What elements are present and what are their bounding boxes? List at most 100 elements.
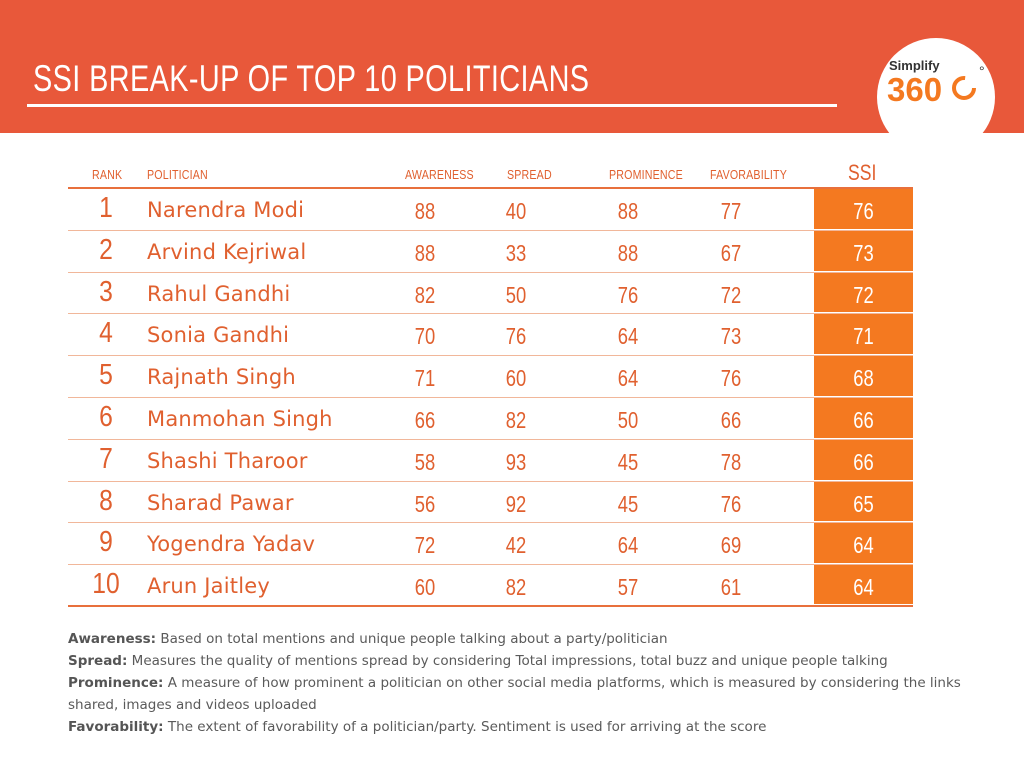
table-row: 3 Rahul Gandhi 82 50 76 72 72 [68,273,913,315]
note-term: Spread: [68,653,127,669]
ssi-value-cell: 72 [824,282,903,309]
spread-cell: 42 [484,532,548,559]
rank-cell: 6 [74,401,139,434]
page-title: SSI BREAK-UP OF TOP 10 POLITICIANS [33,58,589,100]
ssi-value-cell: 68 [824,365,903,392]
favorability-cell: 77 [699,198,763,225]
rank-cell: 5 [74,359,139,392]
prominence-cell: 64 [596,323,660,350]
awareness-cell: 71 [393,365,457,392]
table-row: 10 Arun Jaitley 60 82 57 61 64 [68,565,913,607]
rank-cell: 7 [74,443,139,476]
rank-cell: 4 [74,317,139,350]
note-spread: Spread: Measures the quality of mentions… [68,650,998,672]
logo-degree: ° [979,63,985,79]
spread-cell: 40 [484,198,548,225]
politician-name-cell: Manmohan Singh [147,407,333,431]
note-term: Prominence: [68,675,163,691]
table-header: RANK POLITICIAN AWARENESS SPREAD PROMINE… [68,153,913,189]
prominence-cell: 64 [596,365,660,392]
prominence-cell: 45 [596,491,660,518]
prominence-cell: 45 [596,449,660,476]
table-row: 4 Sonia Gandhi 70 76 64 73 71 [68,314,913,356]
table-row: 5 Rajnath Singh 71 60 64 76 68 [68,356,913,398]
favorability-cell: 76 [699,365,763,392]
ssi-value-cell: 66 [824,407,903,434]
prominence-cell: 57 [596,574,660,601]
favorability-cell: 67 [699,240,763,267]
logo-ring-icon [954,78,974,98]
politician-name-cell: Rahul Gandhi [147,282,290,306]
awareness-cell: 88 [393,198,457,225]
header-rank: RANK [92,167,122,182]
ssi-value-cell: 64 [824,532,903,559]
spread-cell: 33 [484,240,548,267]
ssi-value-cell: 73 [824,240,903,267]
prominence-cell: 50 [596,407,660,434]
header-ssi: SSI [848,160,876,186]
header-prominence: PROMINENCE [609,167,683,182]
simplify360-logo: Simplify 360 ° [877,38,995,130]
favorability-cell: 72 [699,282,763,309]
politician-name-cell: Rajnath Singh [147,365,296,389]
table-row: 2 Arvind Kejriwal 88 33 88 67 73 [68,231,913,273]
logo-mark: Simplify 360 ° [877,38,995,130]
ssi-value-cell: 71 [824,323,903,350]
header-favorability: FAVORABILITY [710,167,787,182]
prominence-cell: 88 [596,240,660,267]
note-text: The extent of favorability of a politici… [164,719,767,735]
favorability-cell: 66 [699,407,763,434]
politician-name-cell: Yogendra Yadav [147,532,315,556]
politician-name-cell: Arvind Kejriwal [147,240,306,264]
title-underline [27,104,837,107]
logo-text-360: 360 [887,71,942,108]
awareness-cell: 58 [393,449,457,476]
prominence-cell: 76 [596,282,660,309]
definitions-footnotes: Awareness: Based on total mentions and u… [68,628,998,738]
awareness-cell: 88 [393,240,457,267]
awareness-cell: 66 [393,407,457,434]
note-text: Based on total mentions and unique peopl… [156,631,668,647]
table-body: 1 Narendra Modi 88 40 88 77 76 2 Arvind Kejriwal… [68,189,913,607]
ssi-value-cell: 76 [824,198,903,225]
politician-name-cell: Sonia Gandhi [147,323,289,347]
ssi-value-cell: 66 [824,449,903,476]
header-spread: SPREAD [507,167,552,182]
table-row: 1 Narendra Modi 88 40 88 77 76 [68,189,913,231]
spread-cell: 82 [484,407,548,434]
spread-cell: 93 [484,449,548,476]
title-banner: SSI BREAK-UP OF TOP 10 POLITICIANS [0,0,1024,133]
prominence-cell: 88 [596,198,660,225]
prominence-cell: 64 [596,532,660,559]
ssi-value-cell: 65 [824,491,903,518]
awareness-cell: 56 [393,491,457,518]
awareness-cell: 82 [393,282,457,309]
table-row: 9 Yogendra Yadav 72 42 64 69 64 [68,523,913,565]
awareness-cell: 60 [393,574,457,601]
note-term: Awareness: [68,631,156,647]
politician-name-cell: Arun Jaitley [147,574,270,598]
favorability-cell: 78 [699,449,763,476]
note-favorability: Favorability: The extent of favorability… [68,716,998,738]
rank-cell: 10 [74,568,139,601]
header-awareness: AWARENESS [405,167,474,182]
rank-cell: 2 [74,234,139,267]
rank-cell: 3 [74,276,139,309]
favorability-cell: 73 [699,323,763,350]
table-row: 6 Manmohan Singh 66 82 50 66 66 [68,398,913,440]
awareness-cell: 70 [393,323,457,350]
note-text: A measure of how prominent a politician … [68,675,961,713]
spread-cell: 92 [484,491,548,518]
ssi-value-cell: 64 [824,574,903,601]
note-text: Measures the quality of mentions spread … [127,653,887,669]
politician-ssi-table: RANK POLITICIAN AWARENESS SPREAD PROMINE… [68,153,913,607]
rank-cell: 8 [74,485,139,518]
politician-name-cell: Narendra Modi [147,198,304,222]
favorability-cell: 69 [699,532,763,559]
awareness-cell: 72 [393,532,457,559]
header-politician: POLITICIAN [147,167,208,182]
politician-name-cell: Shashi Tharoor [147,449,308,473]
spread-cell: 82 [484,574,548,601]
note-awareness: Awareness: Based on total mentions and u… [68,628,998,650]
table-row: 7 Shashi Tharoor 58 93 45 78 66 [68,440,913,482]
